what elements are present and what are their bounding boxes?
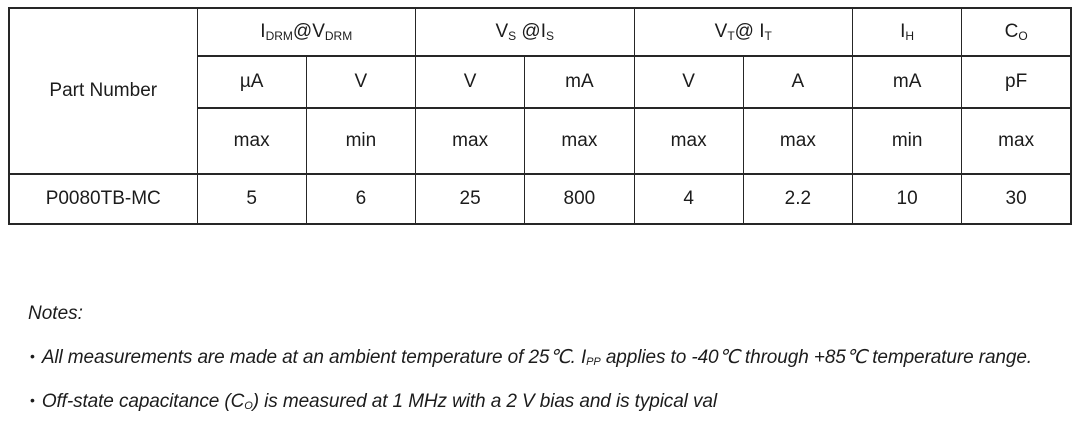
group-header-vt-at-it: VT@ IT — [633, 7, 853, 57]
part-number-value-cell: P0080TB-MC — [8, 173, 198, 225]
limits-row: max min max max max max min max — [9, 107, 1072, 175]
limit-cell-idrm: max — [196, 107, 307, 175]
limit-cell-it: max — [742, 107, 854, 175]
limit-cell-vs: max — [414, 107, 526, 175]
notes-title: Notes: — [28, 303, 83, 324]
value-cell-it: 2.2 — [742, 173, 854, 225]
value-cell-idrm: 5 — [196, 173, 307, 225]
note-text: All measurements are made at an ambient … — [41, 347, 1032, 368]
limit-cell-co: max — [961, 107, 1072, 175]
group-header-vs-at-is: VS @IS — [415, 7, 635, 57]
value-cell-ih: 10 — [851, 173, 963, 225]
part-data-row: P0080TB-MC 5 6 25 800 4 2.2 10 30 — [8, 173, 1072, 225]
unit-cell-vt: V — [633, 55, 744, 109]
group-header-idrm-at-vdrm: IDRM@VDRM — [196, 7, 416, 57]
value-cell-vt: 4 — [633, 173, 744, 225]
value-cell-vs: 25 — [414, 173, 526, 225]
value-cell-co: 30 — [961, 173, 1072, 225]
group-header-ih: IH — [851, 7, 963, 57]
note-item-measurements: • All measurements are made at an ambient… — [30, 346, 1032, 369]
bullet-icon: • — [30, 392, 35, 408]
units-row: µA V V mA V A mA pF — [9, 55, 1072, 109]
part-number-header-cell: Part Number — [8, 7, 198, 175]
unit-cell-ih: mA — [851, 55, 963, 109]
unit-cell-it: A — [742, 55, 854, 109]
limit-cell-ih: min — [851, 107, 963, 175]
electrical-characteristics-table: Part Number IDRM@VDRM VS @IS VT@ IT IH C… — [8, 7, 1072, 225]
note-text: Off-state capacitance (CO) is measured a… — [41, 391, 717, 412]
value-cell-is: 800 — [524, 173, 635, 225]
group-header-row: Part Number IDRM@VDRM VS @IS VT@ IT IH C… — [8, 7, 1072, 175]
unit-cell-idrm: µA — [196, 55, 307, 109]
unit-cell-vs: V — [414, 55, 526, 109]
unit-cell-is: mA — [524, 55, 635, 109]
limit-cell-vdrm: min — [305, 107, 417, 175]
bullet-icon: • — [30, 348, 35, 364]
value-cell-vdrm: 6 — [305, 173, 417, 225]
unit-cell-co: pF — [961, 55, 1072, 109]
limit-cell-is: max — [524, 107, 635, 175]
group-header-co: CO — [961, 7, 1072, 57]
unit-cell-vdrm: V — [305, 55, 417, 109]
note-item-capacitance: • Off-state capacitance (CO) is measured … — [30, 391, 717, 413]
limit-cell-vt: max — [633, 107, 744, 175]
